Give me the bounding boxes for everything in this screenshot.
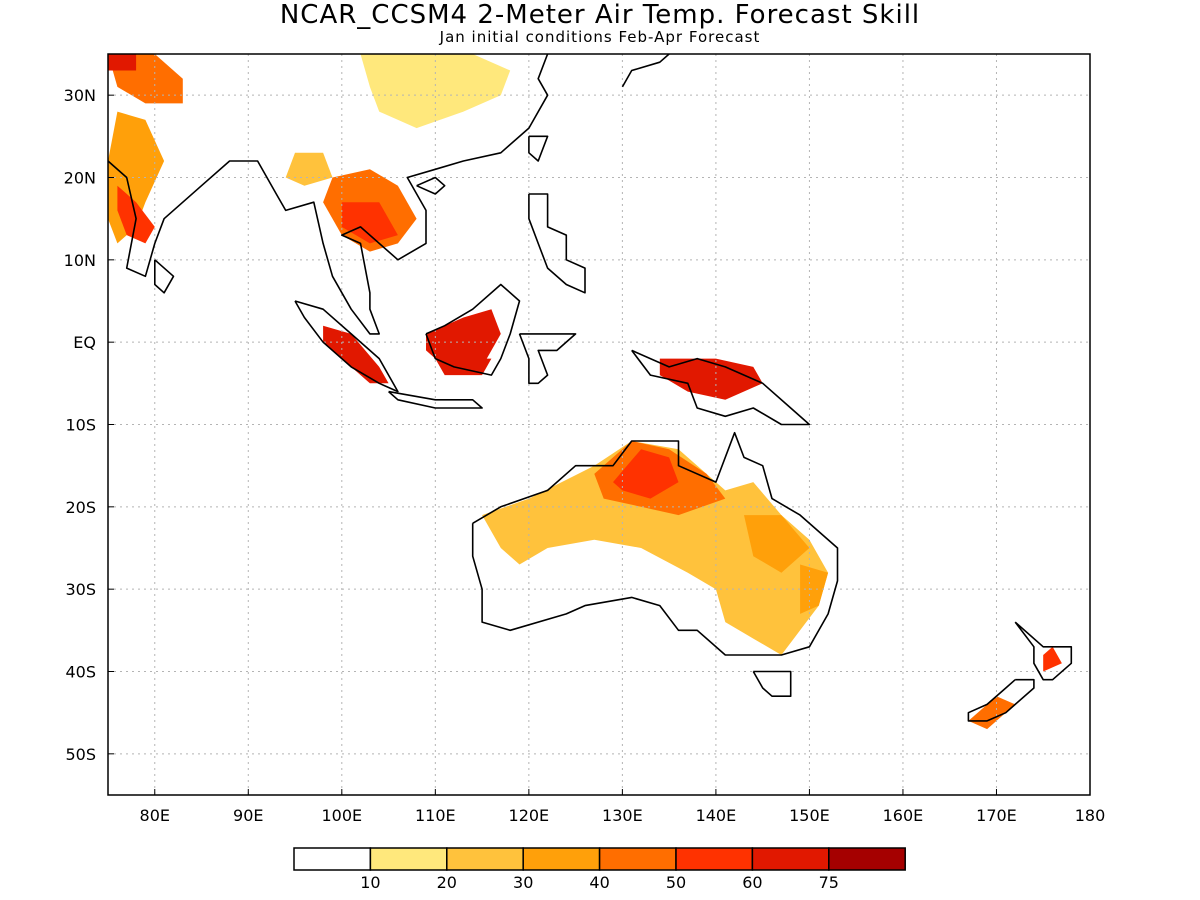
longitude-ticks: 80E 90E 100E 110E 120E 130E 140E 150E 160E 170E 18… [140,789,1106,825]
legend-swatch [598,847,677,871]
skill-region [482,441,829,655]
legend-swatch [675,847,754,871]
coastline-japan [621,54,670,88]
legend-label: 60 [742,873,762,892]
skill-shading [108,54,1062,730]
legend-label: 40 [589,873,609,892]
lon-tick-label: 120E [509,806,550,825]
coastline-sri-lanka [154,259,175,294]
map-title: NCAR_CCSM4 2-Meter Air Temp. Forecast Sk… [279,0,921,30]
skill-region [659,358,763,400]
lat-tick-label: EQ [73,333,96,352]
legend-swatch [751,847,830,871]
coastlines [108,54,1073,722]
color-legend: 10 20 30 40 50 60 75 [293,847,906,892]
coastline-nz-north [1014,621,1073,681]
coastline-hainan [416,176,446,195]
legend-swatch [828,847,906,871]
skill-region [341,202,398,244]
lon-tick-label: 170E [976,806,1017,825]
legend-label: 30 [513,873,533,892]
coastline-philippines [528,193,586,294]
skill-region [613,449,679,499]
lon-tick-label: 100E [321,806,362,825]
map-gridlines [108,54,1090,795]
skill-region [426,309,501,367]
coastline-nz-south [967,678,1035,722]
legend-label: 20 [437,873,457,892]
legend-label: 10 [360,873,380,892]
lat-tick-label: 30N [64,86,96,105]
skill-region [1043,646,1062,672]
coastline-india [108,54,549,335]
legend-swatch [369,847,448,871]
lat-tick-label: 50S [65,745,96,764]
legend-label: 75 [819,873,839,892]
coastline-taiwan [528,135,549,162]
lat-tick-label: 10N [64,251,96,270]
legend-swatch [446,847,524,871]
lon-tick-label: 160E [883,806,924,825]
latitude-ticks: 30N 20N 10N EQ 10S 20S 30S 40S 50S [64,86,114,764]
map-subtitle: Jan initial conditions Feb-Apr Forecast [439,28,761,46]
lon-tick-label: 90E [233,806,263,825]
skill-region [323,325,389,384]
skill-region [285,152,333,186]
legend-swatch [293,847,372,871]
coastline-java [388,390,483,409]
lon-tick-label: 140E [696,806,737,825]
coastline-borneo [425,283,521,376]
lon-tick-label: 150E [789,806,830,825]
coastline-sulawesi [518,333,577,385]
coastline-sumatra [294,300,399,393]
skill-region [435,358,492,376]
lon-tick-label: 110E [415,806,456,825]
legend-swatch [522,847,601,871]
lat-tick-label: 20S [65,498,96,517]
lat-tick-label: 10S [65,416,96,435]
coastline-australia [471,431,839,656]
skill-region [108,54,137,71]
lat-tick-label: 40S [65,663,96,682]
lon-tick-label: 130E [602,806,643,825]
skill-region [117,185,155,244]
skill-region [744,515,810,573]
lon-tick-label: 180 [1075,806,1106,825]
skill-region [800,564,829,614]
coastline-tasmania [752,670,792,698]
lon-tick-label: 80E [140,806,170,825]
legend-label: 50 [666,873,686,892]
coastline-new-guinea [631,349,811,426]
lat-tick-label: 20N [64,169,96,188]
lat-tick-label: 30S [65,580,96,599]
